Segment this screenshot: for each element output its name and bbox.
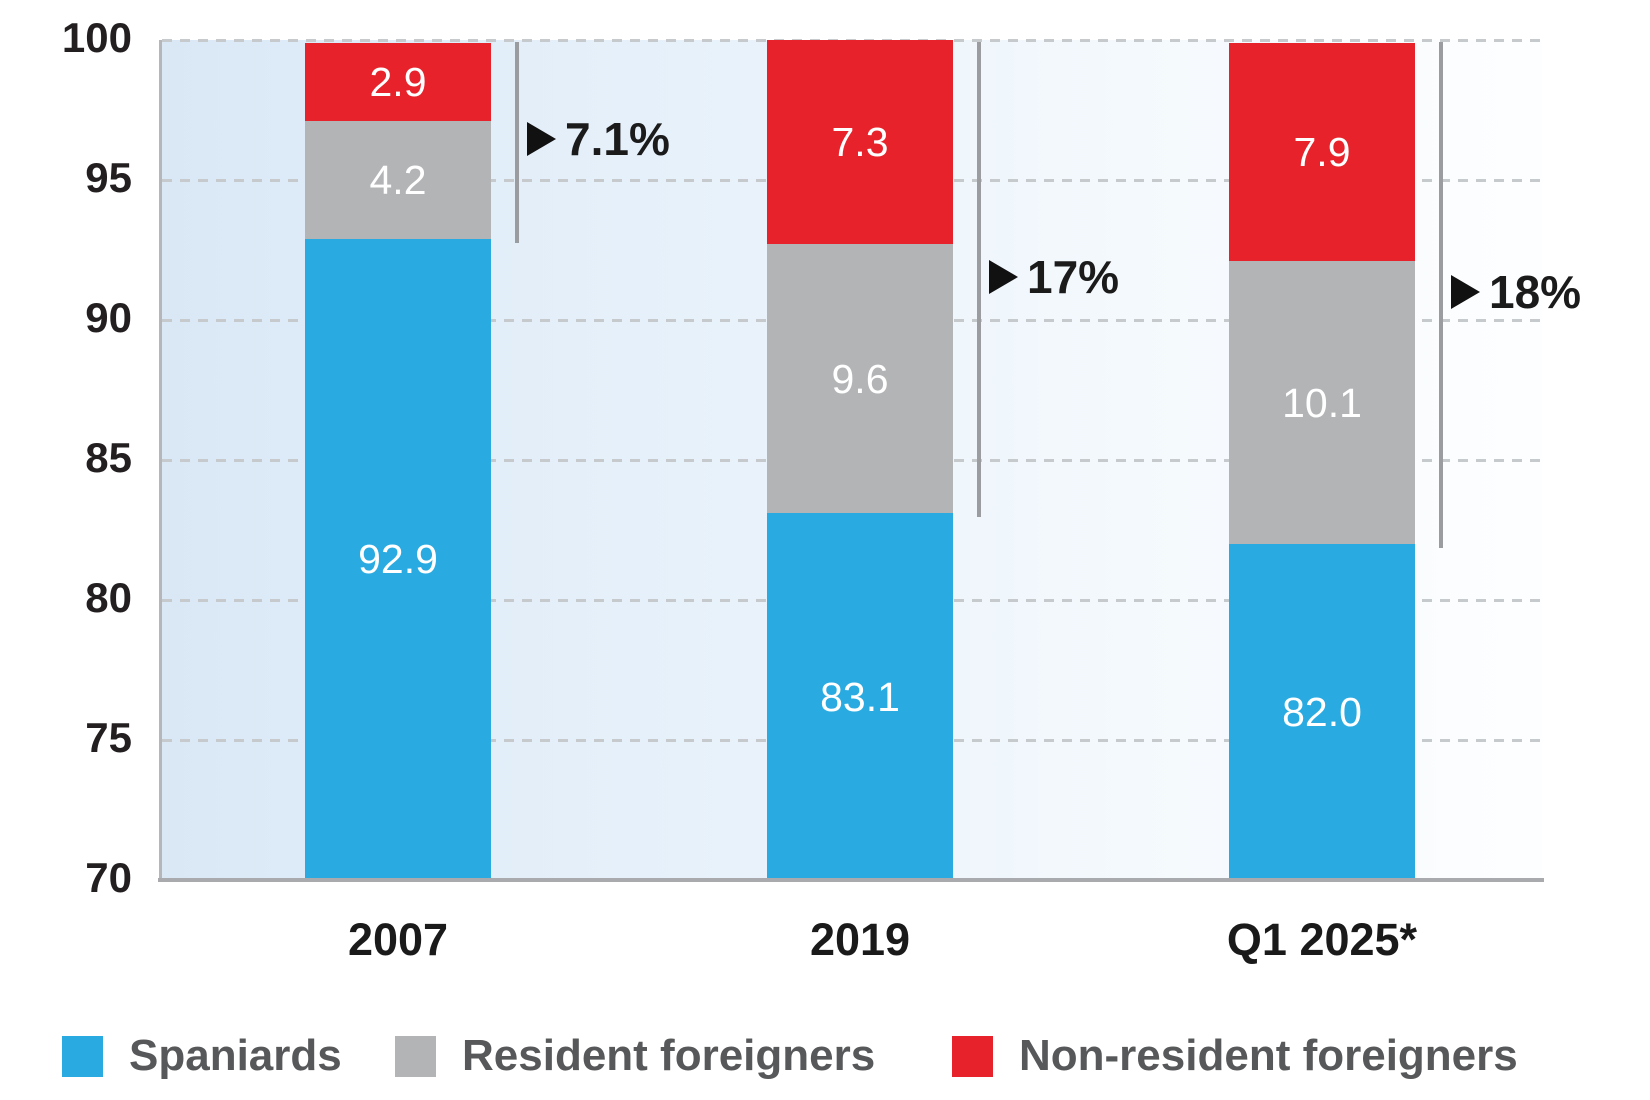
y-tick-label-90: 90 [85, 294, 132, 341]
annotation-bracket-17 [977, 42, 981, 518]
bar-segment-2019-spaniards [767, 513, 953, 880]
annotation-bracket-7-1 [515, 42, 519, 243]
arrow-right-icon [989, 259, 1018, 294]
y-tick-label-75: 75 [85, 714, 132, 761]
bar-value-q1-2025-non-resident-foreigners: 7.9 [1293, 129, 1351, 176]
x-axis-line [158, 878, 1544, 882]
bar-segment-2019-non-resident-foreigners [767, 40, 953, 245]
bar-segment-2007-non-resident-foreigners [305, 43, 491, 122]
legend-label-resident-foreigners: Resident foreigners [462, 1031, 876, 1080]
bar-segment-q1-2025-resident-foreigners [1229, 261, 1415, 544]
bar-value-2019-spaniards: 83.1 [820, 673, 900, 720]
legend-swatch-spaniards [62, 1035, 103, 1077]
legend-swatch-non-resident-foreigners [952, 1035, 993, 1077]
y-tick-label-85: 85 [85, 434, 132, 481]
annotation-label-17: 17% [1027, 250, 1120, 303]
bar-segment-q1-2025-spaniards [1229, 544, 1415, 880]
bar-value-2007-resident-foreigners: 4.2 [369, 157, 427, 203]
bar-value-2019-non-resident-foreigners: 7.3 [831, 119, 889, 166]
annotation-bracket-18 [1439, 42, 1443, 548]
bar-value-2007-non-resident-foreigners: 2.9 [369, 59, 427, 106]
bar-segment-2019-resident-foreigners [767, 244, 953, 514]
legend-item-non-resident-foreigners: Non-resident foreigners [952, 1033, 1518, 1079]
bar-value-2019-resident-foreigners: 9.6 [831, 355, 889, 402]
arrow-right-icon [527, 122, 556, 157]
y-tick-label-80: 80 [85, 574, 132, 621]
x-label-2019: 2019 [809, 914, 911, 965]
bar-segment-2007-resident-foreigners [305, 121, 491, 239]
bar-segment-q1-2025-non-resident-foreigners [1229, 43, 1415, 262]
bar-value-2007-spaniards: 92.9 [358, 536, 438, 583]
legend-item-resident-foreigners: Resident foreigners [395, 1033, 875, 1079]
x-label-2007: 2007 [347, 914, 449, 965]
bar-segment-2007-spaniards [305, 238, 491, 880]
x-label-q1-2025: Q1 2025* [1226, 914, 1418, 965]
annotation-label-7-1: 7.1% [565, 113, 670, 166]
y-tick-label-100: 100 [61, 14, 132, 61]
legend-swatch-resident-foreigners [395, 1035, 436, 1077]
y-tick-label-70: 70 [85, 854, 132, 901]
legend-label-spaniards: Spaniards [129, 1031, 342, 1080]
legend-item-spaniards: Spaniards [62, 1033, 342, 1079]
bar-value-q1-2025-resident-foreigners: 10.1 [1282, 379, 1362, 426]
legend-label-non-resident-foreigners: Non-resident foreigners [1019, 1031, 1518, 1080]
y-tick-label-95: 95 [85, 154, 132, 201]
arrow-right-icon [1451, 275, 1480, 309]
y-axis-line [159, 40, 162, 882]
annotation-label-18: 18% [1489, 266, 1582, 318]
bar-value-q1-2025-spaniards: 82.0 [1282, 689, 1362, 735]
